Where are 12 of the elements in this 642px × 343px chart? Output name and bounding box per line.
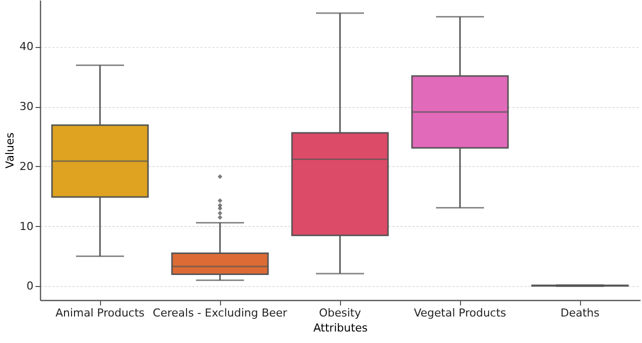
x-tick-label: Cereals - Excluding Beer bbox=[152, 306, 288, 320]
x-tick-label: Vegetal Products bbox=[414, 306, 506, 320]
y-tick-label: 20 bbox=[20, 160, 34, 173]
y-tick-label: 40 bbox=[20, 40, 34, 54]
y-tick-label: 0 bbox=[26, 280, 34, 293]
x-axis-title: Attributes bbox=[313, 322, 368, 334]
y-tick-label: 30 bbox=[20, 100, 34, 114]
y-axis-title: Values bbox=[4, 132, 17, 168]
x-tick-label: Obesity bbox=[318, 306, 362, 320]
y-tick-label: 10 bbox=[20, 220, 34, 233]
x-tick-label: Animal Products bbox=[55, 306, 145, 320]
x-tick-label: Deaths bbox=[560, 306, 600, 320]
